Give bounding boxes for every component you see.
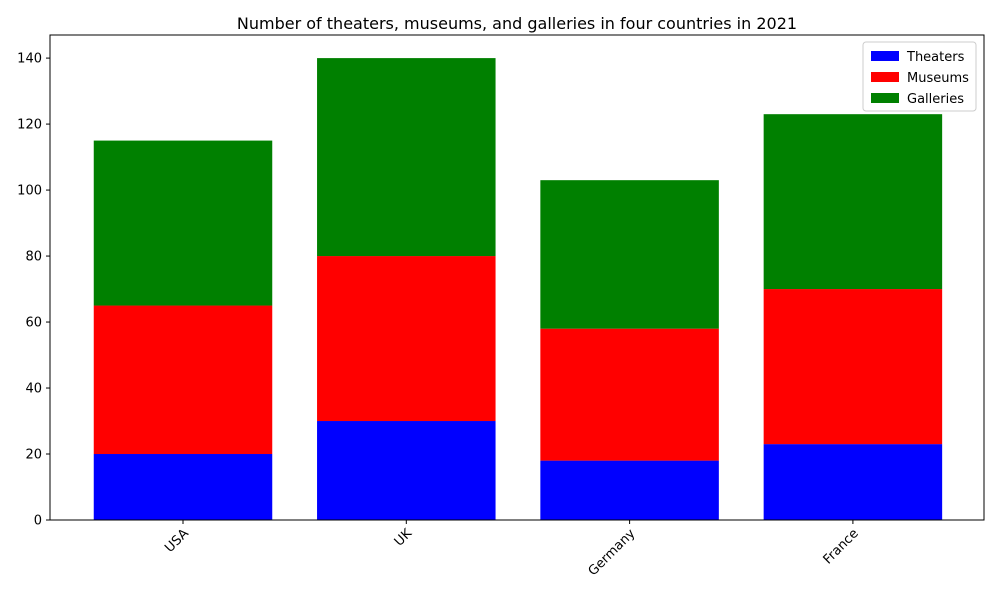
bar-museums-germany [540,328,719,461]
x-axis: USA UK Germany France [162,520,862,579]
legend-label-theaters: Theaters [906,50,965,65]
x-tick-label: UK [392,526,416,550]
bar-museums-usa [93,305,273,455]
bar-theaters-usa [93,454,273,520]
legend-label-galleries: Galleries [907,92,964,107]
legend: Theaters Museums Galleries [862,41,977,112]
y-tick-label: 100 [17,184,42,199]
legend-swatch-galleries [871,93,899,103]
y-tick-label: 80 [25,250,42,265]
y-tick-label: 60 [25,316,42,331]
legend-label-museums: Museums [907,71,969,86]
y-tick-label: 120 [17,118,42,133]
bar-galleries-usa [93,140,273,306]
bar-theaters-uk [317,421,496,520]
y-tick-label: 0 [34,514,42,529]
bar-museums-france [763,289,943,445]
plot-frame [49,34,985,521]
x-tick-label: France [821,526,862,567]
bar-theaters-germany [540,460,719,520]
legend-swatch-museums [871,72,899,82]
x-tick-label: USA [162,526,192,556]
x-tick-label: Germany [586,526,639,579]
y-tick-label: 20 [25,448,42,463]
bar-galleries-uk [317,58,496,257]
legend-swatch-theaters [871,51,899,61]
y-tick-label: 140 [17,52,42,67]
bar-galleries-france [763,114,943,290]
bar-museums-uk [317,256,496,422]
chart-title: Number of theaters, museums, and galleri… [237,14,797,33]
bars-group [93,58,943,520]
y-tick-label: 40 [25,382,42,397]
y-axis: 0 20 40 60 80 100 120 140 [17,52,50,529]
bar-theaters-france [763,444,943,520]
bar-galleries-germany [540,180,719,329]
